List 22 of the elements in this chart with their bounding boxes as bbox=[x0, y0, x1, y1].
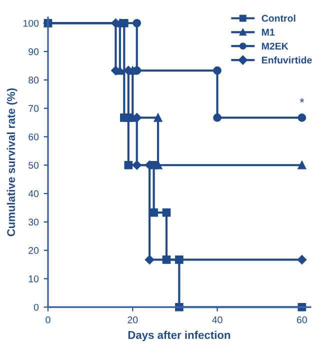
y-tick-label: 90 bbox=[28, 48, 39, 56]
y-tick-label: 40 bbox=[28, 190, 39, 198]
y-tick-label: 30 bbox=[28, 218, 39, 226]
x-axis-title: Days after infection bbox=[128, 330, 230, 342]
legend-label: M2EK bbox=[262, 42, 288, 50]
x-tick-label: 0 bbox=[46, 316, 50, 324]
y-tick-label: 20 bbox=[28, 247, 39, 254]
y-tick-label: 80 bbox=[28, 76, 39, 84]
y-tick-label: 100 bbox=[23, 20, 39, 27]
annotation: * bbox=[300, 98, 304, 103]
y-tick-label: 50 bbox=[28, 162, 39, 169]
x-tick-label: 40 bbox=[212, 316, 222, 324]
y-tick-label: 60 bbox=[28, 133, 39, 140]
y-tick-label: 70 bbox=[28, 105, 39, 112]
legend-label: M1 bbox=[262, 28, 275, 36]
legend-label: Control bbox=[262, 14, 296, 22]
x-tick-label: 20 bbox=[128, 316, 138, 324]
x-tick-label: 60 bbox=[297, 316, 307, 324]
legend-label: Enfuvirtide bbox=[262, 56, 312, 64]
y-axis-title: Cumulative survival rate (%) bbox=[6, 88, 18, 236]
y-tick-label: 10 bbox=[28, 275, 39, 282]
y-tick-label: 0 bbox=[34, 304, 39, 311]
